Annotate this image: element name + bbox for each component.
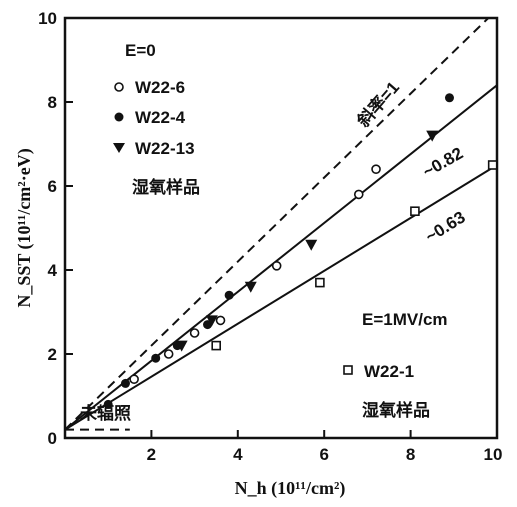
point-w22-1 xyxy=(211,340,221,351)
fit-line-0 xyxy=(64,17,490,431)
legend-label-w22-1: W22-1 xyxy=(364,362,414,381)
legend-marker-open-circle xyxy=(114,82,124,92)
point-w22-1 xyxy=(410,206,420,216)
y-tick-label: 0 xyxy=(48,429,57,448)
legend-label-w22-6: W22-6 xyxy=(135,78,185,97)
slope-063-label: ~0.63 xyxy=(422,207,469,246)
point-w22-6 xyxy=(215,315,226,326)
point-w22-4 xyxy=(120,378,130,388)
point-w22-6 xyxy=(353,189,364,200)
fit-line-1 xyxy=(64,84,498,431)
legend-marker-filled-triangle xyxy=(113,143,125,153)
x-tick-label: 10 xyxy=(484,445,503,464)
x-tick-label: 8 xyxy=(406,445,415,464)
fit-line-2 xyxy=(64,164,498,431)
legend-note-wet-oxygen-1: 湿氧样品 xyxy=(132,177,200,197)
x-tick-label: 6 xyxy=(319,445,328,464)
y-tick-label: 6 xyxy=(48,177,57,196)
legend-entry-w22-4: W22-4 xyxy=(114,108,186,127)
legend-note-wet-oxygen-2: 湿氧样品 xyxy=(362,400,430,420)
legend-label-w22-13: W22-13 xyxy=(135,139,195,158)
legend-entry-w22-6: W22-6 xyxy=(114,78,185,97)
legend-heading-e0: E=0 xyxy=(125,41,156,60)
y-tick-label: 8 xyxy=(48,93,57,112)
y-axis-label: N_SST (10¹¹/cm²·eV) xyxy=(14,148,35,307)
legend-marker-open-square xyxy=(343,365,353,375)
point-w22-4 xyxy=(151,353,161,363)
point-w22-13 xyxy=(244,281,257,293)
unirradiated-label: 未辐照 xyxy=(79,403,131,423)
y-tick-label: 10 xyxy=(38,9,57,28)
point-w22-4 xyxy=(103,399,113,409)
x-tick-label: 4 xyxy=(233,445,243,464)
slope-082-label: ~0.82 xyxy=(420,144,467,182)
x-axis-label: N_h (10¹¹/cm²) xyxy=(235,478,346,499)
point-w22-13 xyxy=(305,239,318,251)
point-w22-6 xyxy=(271,260,282,271)
point-w22-13 xyxy=(205,315,218,327)
point-w22-4 xyxy=(224,290,234,300)
point-w22-6 xyxy=(129,374,139,385)
y-tick-label: 2 xyxy=(48,345,57,364)
point-w22-6 xyxy=(189,328,200,338)
line-layer xyxy=(64,17,498,431)
legend-entry-w22-1: W22-1 xyxy=(343,362,414,381)
point-w22-13 xyxy=(175,340,188,352)
tick-layer: 2 4 6 8 10 0 2 4 6 8 10 xyxy=(38,9,502,464)
point-w22-13 xyxy=(426,130,439,142)
y-tick-label: 4 xyxy=(48,261,58,280)
point-w22-6 xyxy=(371,164,381,174)
point-w22-4 xyxy=(444,93,454,103)
slope-1-label: 斜率=1 xyxy=(352,77,403,131)
point-w22-1 xyxy=(315,277,325,288)
legend-entry-w22-13: W22-13 xyxy=(113,139,195,158)
marker-layer xyxy=(103,93,498,409)
legend-heading-e1: E=1MV/cm xyxy=(362,310,448,329)
x-tick-label: 2 xyxy=(147,445,156,464)
point-w22-6 xyxy=(163,349,174,359)
legend-label-w22-4: W22-4 xyxy=(135,108,186,127)
plot-frame xyxy=(63,16,499,440)
point-w22-1 xyxy=(487,160,498,170)
legend-marker-filled-circle xyxy=(114,112,124,122)
